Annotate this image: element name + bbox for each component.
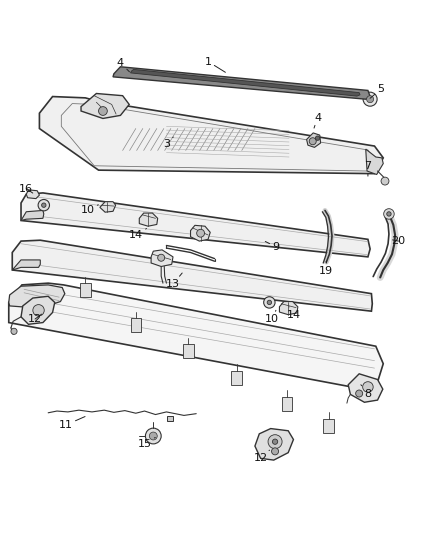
Circle shape	[158, 254, 165, 261]
Circle shape	[264, 297, 275, 308]
Text: 12: 12	[254, 450, 269, 463]
Circle shape	[272, 448, 279, 455]
Circle shape	[387, 212, 391, 216]
Circle shape	[356, 390, 363, 397]
Polygon shape	[12, 240, 372, 311]
Polygon shape	[131, 69, 360, 96]
Polygon shape	[307, 133, 321, 147]
Text: 4: 4	[314, 112, 321, 128]
Circle shape	[272, 439, 278, 445]
Polygon shape	[21, 296, 55, 324]
Polygon shape	[100, 201, 116, 212]
Polygon shape	[191, 225, 210, 241]
Polygon shape	[9, 285, 65, 307]
Text: 14: 14	[129, 229, 147, 240]
Text: 14: 14	[286, 307, 300, 320]
Text: 9: 9	[265, 241, 279, 252]
Text: 10: 10	[81, 205, 98, 215]
Circle shape	[33, 304, 44, 316]
Circle shape	[145, 428, 161, 444]
Text: 15: 15	[138, 438, 155, 449]
Polygon shape	[183, 344, 194, 359]
Text: 19: 19	[319, 261, 333, 276]
Polygon shape	[39, 96, 383, 174]
Polygon shape	[151, 250, 173, 266]
Polygon shape	[366, 149, 383, 174]
Circle shape	[367, 96, 374, 103]
Text: 12: 12	[28, 314, 42, 324]
Text: 3: 3	[163, 137, 173, 149]
Polygon shape	[9, 283, 383, 390]
Circle shape	[268, 435, 282, 449]
Text: 11: 11	[59, 416, 85, 430]
Polygon shape	[231, 371, 242, 385]
Circle shape	[381, 177, 389, 185]
Polygon shape	[348, 374, 383, 402]
Polygon shape	[26, 190, 39, 199]
Circle shape	[315, 136, 320, 140]
Circle shape	[11, 328, 17, 334]
Text: 20: 20	[392, 236, 406, 246]
Polygon shape	[139, 213, 158, 226]
Circle shape	[267, 300, 272, 304]
Polygon shape	[12, 260, 40, 270]
Text: 5: 5	[370, 84, 385, 98]
Circle shape	[363, 382, 373, 392]
Circle shape	[42, 203, 46, 207]
Text: 4: 4	[117, 58, 130, 72]
Polygon shape	[323, 419, 334, 433]
Circle shape	[149, 432, 157, 440]
Polygon shape	[80, 283, 91, 297]
Polygon shape	[279, 302, 298, 314]
Text: 13: 13	[166, 273, 182, 289]
Text: 7: 7	[364, 161, 371, 176]
Polygon shape	[131, 318, 141, 332]
Circle shape	[197, 229, 205, 237]
Circle shape	[309, 138, 316, 145]
Polygon shape	[113, 67, 370, 99]
Circle shape	[363, 92, 377, 106]
Polygon shape	[255, 429, 293, 460]
Polygon shape	[282, 397, 292, 411]
Text: 1: 1	[205, 56, 226, 72]
Polygon shape	[21, 193, 370, 257]
Text: 16: 16	[19, 183, 33, 193]
Polygon shape	[81, 93, 129, 118]
Text: 8: 8	[361, 385, 371, 399]
Circle shape	[38, 199, 49, 211]
Polygon shape	[167, 416, 173, 421]
Text: 10: 10	[265, 310, 279, 324]
Circle shape	[384, 209, 394, 219]
Polygon shape	[21, 211, 44, 221]
Circle shape	[99, 107, 107, 115]
